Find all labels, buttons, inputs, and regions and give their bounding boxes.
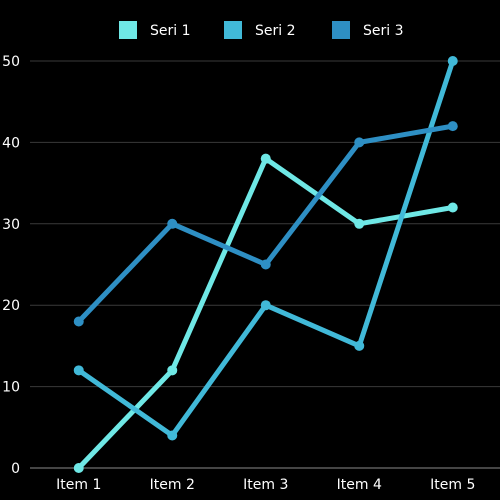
data-point[interactable] xyxy=(354,340,365,351)
series-2 xyxy=(73,56,458,441)
series-3 xyxy=(73,121,458,327)
data-point[interactable] xyxy=(260,259,271,270)
y-tick-label: 20 xyxy=(2,298,20,314)
legend-label: Seri 2 xyxy=(255,23,296,39)
legend-item[interactable]: Seri 1 xyxy=(119,21,191,39)
series-lines xyxy=(73,56,458,473)
legend-label: Seri 1 xyxy=(150,23,191,39)
data-point[interactable] xyxy=(167,218,178,229)
data-point[interactable] xyxy=(260,153,271,164)
x-tick-label: Item 3 xyxy=(243,477,288,493)
series-line xyxy=(76,58,456,438)
data-point[interactable] xyxy=(260,300,271,311)
legend: Seri 1 Seri 2 Seri 3 xyxy=(119,21,404,39)
legend-label: Seri 3 xyxy=(363,23,404,39)
data-point[interactable] xyxy=(167,430,178,441)
x-tick-label: Item 1 xyxy=(56,477,101,493)
y-tick-label: 0 xyxy=(11,461,20,477)
data-point[interactable] xyxy=(447,56,458,66)
y-tick-label: 50 xyxy=(2,54,20,70)
data-point[interactable] xyxy=(354,218,365,229)
data-point[interactable] xyxy=(73,463,84,473)
series-1 xyxy=(73,153,458,473)
y-tick-label: 30 xyxy=(2,217,20,233)
legend-item[interactable]: Seri 3 xyxy=(332,21,404,39)
y-tick-label: 40 xyxy=(2,135,20,151)
series-line xyxy=(76,156,456,471)
data-point[interactable] xyxy=(73,316,84,327)
data-point[interactable] xyxy=(447,202,458,213)
y-tick-label: 10 xyxy=(2,380,20,396)
data-point[interactable] xyxy=(354,137,365,148)
legend-swatch xyxy=(119,21,137,39)
x-tick-label: Item 5 xyxy=(430,477,475,493)
data-point[interactable] xyxy=(447,121,458,132)
data-point[interactable] xyxy=(73,365,84,376)
legend-swatch xyxy=(224,21,242,39)
x-tick-label: Item 4 xyxy=(337,477,382,493)
legend-swatch xyxy=(332,21,350,39)
x-tick-label: Item 2 xyxy=(150,477,195,493)
legend-item[interactable]: Seri 2 xyxy=(224,21,296,39)
x-axis-tick-labels: Item 1 Item 2 Item 3 Item 4 Item 5 xyxy=(56,477,475,493)
data-point[interactable] xyxy=(167,365,178,376)
y-axis-tick-labels: 0 10 20 30 40 50 xyxy=(2,54,20,477)
